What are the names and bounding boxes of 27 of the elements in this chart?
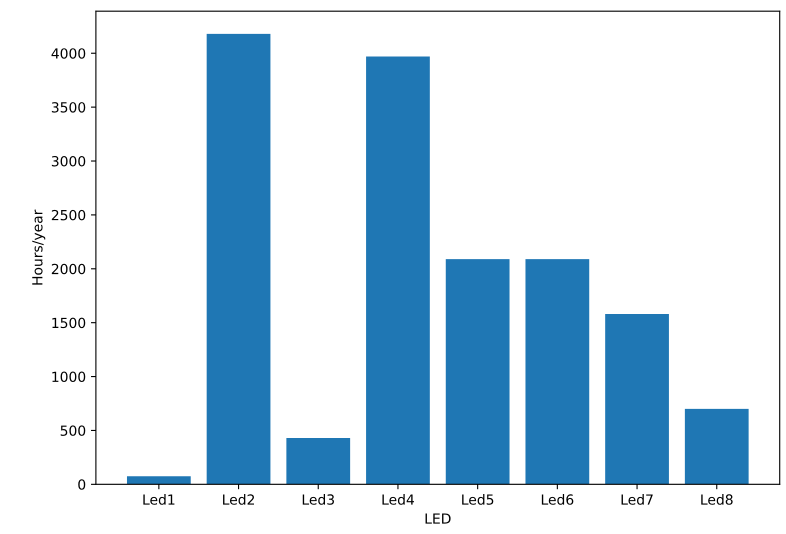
y-tick-label: 1500	[52, 318, 86, 328]
x-tick-label: Led1	[143, 494, 174, 505]
y-tick-label: 1000	[52, 372, 86, 382]
x-tick-label: Led3	[302, 494, 334, 505]
y-tick-label: 3500	[52, 102, 86, 113]
bar	[446, 259, 510, 484]
y-tick-label: 2000	[52, 264, 86, 274]
x-tick-label: Led4	[382, 494, 414, 505]
bar	[525, 259, 590, 484]
y-tick-label: 3000	[52, 156, 86, 166]
x-tick-label: Led7	[622, 494, 653, 505]
y-axis-title: Hours/year	[32, 210, 46, 285]
x-tick-label: Led6	[542, 494, 574, 505]
bar	[126, 476, 191, 484]
bar	[366, 56, 430, 484]
x-axis-title: LED	[426, 513, 451, 524]
bar	[605, 314, 669, 484]
bar	[684, 408, 749, 484]
y-tick-label: 500	[60, 425, 86, 436]
bar	[206, 34, 270, 484]
x-tick-label: Led8	[701, 494, 733, 505]
y-tick-label: 4000	[52, 48, 86, 59]
y-tick-label: 0	[78, 479, 86, 490]
x-tick-label: Led2	[223, 494, 254, 505]
bar	[286, 438, 350, 484]
y-tick-label: 2500	[52, 210, 86, 220]
x-tick-label: Led5	[462, 494, 494, 505]
